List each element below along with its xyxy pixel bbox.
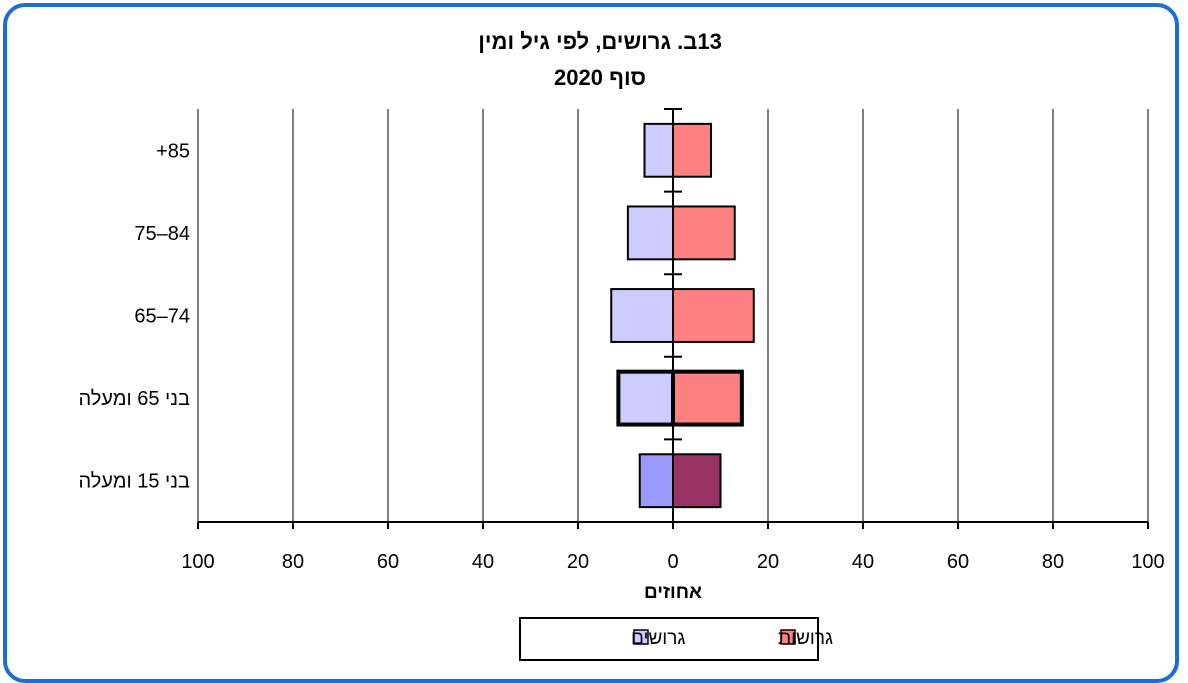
- bar-female: [672, 205, 736, 261]
- legend-box: [519, 617, 819, 661]
- bar-female: [672, 288, 755, 343]
- x-tick-label: 60: [947, 551, 969, 573]
- category-labels: +85 75–84 65–74 בני 65 ומעלה בני 15 ומעלה: [78, 140, 190, 492]
- legend-label-male: גרושים: [631, 628, 685, 649]
- x-tick-label: 40: [472, 551, 494, 573]
- bar-female: [672, 453, 722, 509]
- bars: [610, 122, 755, 509]
- axes: [197, 108, 1149, 529]
- x-tick-label: 40: [852, 551, 874, 573]
- x-tick-label: 100: [1131, 551, 1164, 573]
- category-label: +85: [156, 140, 190, 162]
- x-tick-label: 20: [567, 551, 589, 573]
- chart-title: 13ב. גרושים, לפי גיל ומין: [478, 29, 722, 54]
- x-tick-label: 60: [377, 551, 399, 573]
- category-label: 75–84: [134, 223, 190, 245]
- bar-male: [638, 453, 674, 509]
- category-label: 65–74: [134, 306, 190, 328]
- legend-swatch-female: [780, 629, 796, 645]
- bar-male: [643, 122, 674, 178]
- legend: גרושות גרושים: [519, 617, 833, 661]
- bar-female: [671, 369, 744, 427]
- x-tick-label: 80: [282, 551, 304, 573]
- category-label: בני 15 ומעלה: [78, 471, 190, 493]
- legend-label-female: גרושות: [778, 628, 833, 649]
- x-tick-label: 80: [1042, 551, 1064, 573]
- grid-lines: [197, 109, 1149, 522]
- x-tick-label: 20: [757, 551, 779, 573]
- bar-female: [672, 122, 712, 178]
- x-axis-label: אחוזים: [644, 582, 702, 603]
- bar-male: [616, 369, 675, 427]
- bar-male: [626, 205, 674, 261]
- x-tick-label: 0: [667, 551, 678, 573]
- category-label: בני 65 ומעלה: [78, 388, 190, 410]
- bar-male: [610, 288, 674, 343]
- chart-subtitle: סוף 2020: [554, 65, 646, 90]
- legend-swatch-male: [633, 629, 649, 645]
- x-tick-label: 100: [181, 551, 214, 573]
- x-tick-labels: 100 80 60 40 20 0 20 40 60 80 100: [181, 551, 1164, 573]
